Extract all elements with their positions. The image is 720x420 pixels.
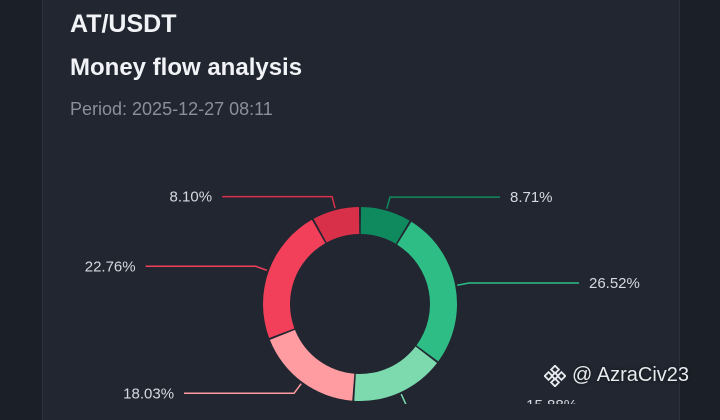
leader-line-4: [184, 383, 302, 395]
money-flow-donut-chart: 8.71% 26.52% 15.88% 18.03% 22.76% 8.10%: [85, 189, 640, 404]
donut-slice-6: [313, 207, 360, 243]
binance-logo-icon: [544, 364, 566, 387]
leader-line-1: [386, 196, 500, 209]
slice-label-3: 15.88%: [526, 397, 577, 404]
page-title: Money flow analysis: [70, 54, 303, 81]
slice-label-4: 18.03%: [123, 385, 174, 402]
trading-pair-title: AT/USDT: [70, 10, 177, 38]
leader-line-2: [457, 282, 579, 287]
watermark-text: @ AzraCiv23: [572, 364, 690, 386]
leader-line-5: [145, 265, 268, 272]
slice-label-6: 8.10%: [170, 189, 213, 206]
donut-slice-1: [360, 207, 410, 244]
donut-slice-3: [354, 346, 438, 401]
donut-slice-4: [269, 329, 355, 401]
watermark: @ AzraCiv23: [544, 364, 689, 387]
leader-line-3: [400, 393, 407, 404]
slice-label-1: 8.71%: [510, 189, 553, 206]
slice-label-5: 22.76%: [85, 258, 136, 275]
donut-slice-2: [397, 221, 457, 362]
slice-label-2: 26.52%: [589, 275, 640, 292]
leader-line-6: [222, 195, 336, 209]
donut-slice-5: [262, 219, 326, 338]
period-label: Period: 2025-12-27 08:11: [70, 99, 273, 119]
